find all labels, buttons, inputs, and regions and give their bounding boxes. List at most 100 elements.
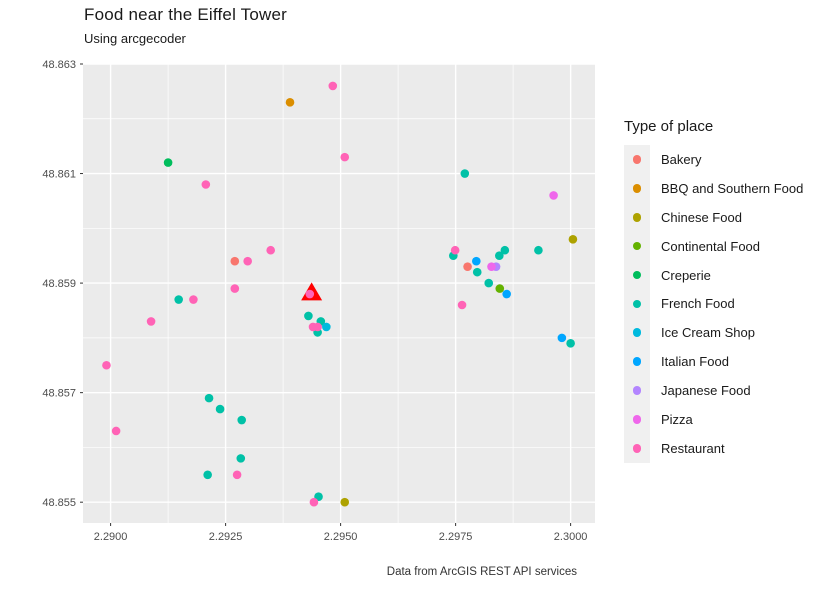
- legend-key: [624, 145, 650, 174]
- legend-item: Pizza: [624, 405, 803, 434]
- legend-items: Bakery BBQ and Southern Food Chinese Food C…: [624, 145, 803, 463]
- data-point-restaurant: [230, 284, 240, 293]
- legend-item: Creperie: [624, 260, 803, 290]
- legend-dot-icon: [632, 386, 642, 395]
- data-point-italian-food: [557, 333, 567, 343]
- legend-key: [624, 289, 650, 319]
- legend-label: Restaurant: [661, 440, 725, 456]
- data-point-french-food: [460, 169, 470, 178]
- data-point-french-food: [472, 267, 482, 277]
- legend-dot-icon: [632, 184, 642, 193]
- data-point-french-food: [174, 295, 183, 304]
- legend-dot-icon: [632, 444, 642, 453]
- data-point-french-food: [304, 311, 313, 321]
- y-tick-label: 48.855: [42, 497, 76, 509]
- data-point-pizza: [487, 262, 496, 271]
- data-point-french-food: [204, 393, 214, 403]
- legend-key: [624, 405, 650, 434]
- legend-item: Continental Food: [624, 231, 803, 261]
- data-point-restaurant: [102, 360, 111, 370]
- legend-label: French Food: [661, 296, 735, 312]
- x-tick-label: 2.2950: [324, 531, 358, 543]
- legend-key: [624, 231, 650, 261]
- legend-key: [624, 173, 650, 203]
- legend-item: Restaurant: [624, 433, 803, 463]
- legend-label: Bakery: [661, 151, 702, 167]
- legend-label: BBQ and Southern Food: [661, 180, 804, 196]
- x-tick-label: 2.2975: [439, 531, 473, 543]
- legend-key: [624, 202, 650, 232]
- legend: Type of place Bakery BBQ and Southern Foo…: [624, 118, 803, 463]
- legend-item: Chinese Food: [624, 202, 803, 232]
- data-point-french-food: [215, 404, 225, 414]
- data-point-restaurant: [313, 322, 322, 332]
- data-point-restaurant: [146, 317, 156, 326]
- legend-label: Continental Food: [661, 238, 761, 254]
- legend-label: Japanese Food: [661, 383, 751, 399]
- legend-item: Ice Cream Shop: [624, 318, 803, 348]
- data-point-restaurant: [309, 497, 319, 507]
- legend-item: BBQ and Southern Food: [624, 173, 804, 203]
- legend-key: [624, 433, 650, 463]
- legend-item: Bakery: [624, 145, 803, 174]
- legend-dot-icon: [632, 328, 642, 338]
- data-point-french-food: [237, 415, 247, 425]
- data-point-restaurant: [328, 81, 338, 91]
- data-point-continental-food: [495, 284, 505, 293]
- data-point-chinese-food: [568, 234, 578, 244]
- data-point-restaurant: [266, 245, 275, 255]
- data-point-bakery: [463, 262, 472, 271]
- data-point-italian-food: [472, 256, 481, 266]
- data-point-ice-cream-shop: [322, 322, 331, 332]
- legend-key: [624, 318, 650, 348]
- y-tick-label: 48.861: [42, 169, 76, 181]
- x-tick-label: 2.3000: [554, 531, 588, 543]
- legend-dot-icon: [632, 241, 642, 251]
- x-tick-label: 2.2900: [94, 531, 128, 543]
- legend-label: Pizza: [661, 411, 693, 427]
- data-point-restaurant: [189, 295, 198, 304]
- data-point-restaurant: [305, 289, 315, 299]
- y-tick-label: 48.857: [42, 388, 76, 400]
- data-point-creperie: [163, 158, 173, 167]
- legend-dot-icon: [632, 212, 642, 222]
- legend-key: [624, 347, 650, 377]
- data-point-french-food: [236, 454, 246, 463]
- legend-title: Type of place: [624, 118, 714, 135]
- data-point-italian-food: [502, 289, 511, 299]
- data-point-french-food: [495, 251, 504, 261]
- legend-dot-icon: [632, 357, 642, 366]
- data-point-restaurant: [340, 152, 350, 162]
- legend-dot-icon: [632, 299, 642, 309]
- legend-label: Chinese Food: [661, 209, 742, 225]
- data-point-bbq-and-southern-food: [285, 98, 295, 107]
- legend-item: Japanese Food: [624, 376, 803, 406]
- legend-key: [624, 260, 650, 290]
- y-tick-label: 48.863: [42, 59, 76, 71]
- data-point-pizza: [549, 191, 558, 200]
- page-subtitle: Using arcgecoder: [84, 31, 186, 46]
- legend-label: Italian Food: [661, 354, 729, 370]
- data-point-restaurant: [201, 180, 211, 189]
- data-point-restaurant: [450, 245, 460, 255]
- data-point-french-food: [203, 470, 212, 480]
- legend-dot-icon: [632, 155, 642, 164]
- legend-dot-icon: [632, 415, 642, 424]
- caption: Data from ArcGIS REST API services: [386, 566, 577, 578]
- data-point-restaurant: [111, 426, 121, 436]
- data-point-restaurant: [457, 300, 467, 310]
- data-point-restaurant: [243, 256, 252, 266]
- data-point-bakery: [230, 256, 240, 266]
- data-point-french-food: [566, 339, 575, 348]
- data-point-french-food: [484, 278, 494, 288]
- data-point-french-food: [534, 245, 543, 255]
- legend-dot-icon: [632, 270, 642, 280]
- data-point-chinese-food: [340, 497, 350, 507]
- data-point-restaurant: [232, 470, 242, 480]
- legend-label: Ice Cream Shop: [661, 325, 755, 341]
- y-tick-label: 48.859: [42, 278, 76, 290]
- x-tick-label: 2.2925: [209, 531, 243, 543]
- page-title: Food near the Eiffel Tower: [84, 5, 288, 24]
